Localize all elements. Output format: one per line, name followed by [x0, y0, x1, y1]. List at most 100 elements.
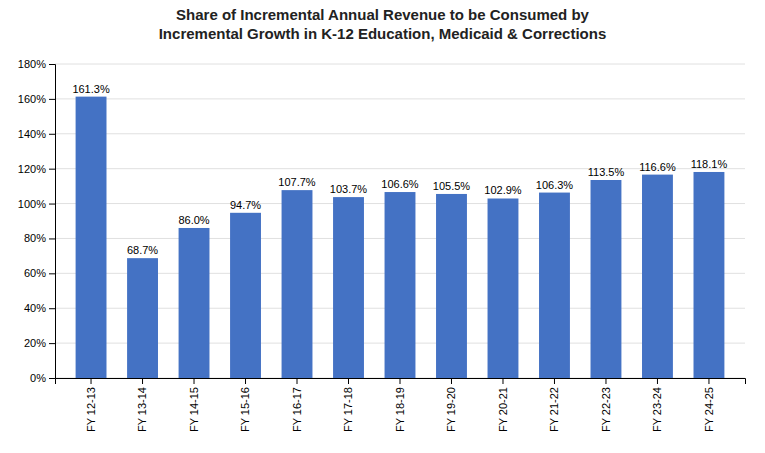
x-tick-mark [245, 378, 246, 384]
x-tick-mark [451, 378, 452, 384]
x-tick-mark [348, 378, 349, 384]
y-axis: 0% 20% 40% 60% 80% 100% 120% 140% 160% 180% [18, 58, 56, 384]
x-tick: FY 16-17 [291, 378, 303, 432]
data-label: 116.6% [639, 161, 676, 173]
bar [333, 197, 364, 378]
bar [127, 258, 158, 378]
bar [488, 198, 519, 378]
y-tick: 0% [30, 372, 55, 384]
data-label: 94.7% [230, 199, 261, 211]
y-tick: 80% [24, 232, 55, 244]
y-tick: 140% [18, 128, 55, 140]
title: Share of Incremental Annual Revenue to b… [159, 6, 607, 42]
x-axis: FY 12-13FY 13-14FY 14-15FY 15-16FY 16-17… [56, 378, 746, 432]
x-tick-mark [91, 378, 92, 384]
y-tick-mark [49, 64, 55, 65]
plot: FY 12-13FY 13-14FY 14-15FY 15-16FY 16-17… [18, 58, 746, 432]
y-tick-label: 80% [24, 232, 46, 244]
bar [385, 192, 416, 378]
x-tick-mark [605, 378, 606, 384]
x-tick: FY 15-16 [239, 378, 251, 432]
x-tick-label: FY 20-21 [497, 387, 509, 432]
x-tick: FY 19-20 [445, 378, 457, 432]
y-tick-label: 40% [24, 302, 46, 314]
y-tick-label: 60% [24, 267, 46, 279]
y-axis-line [49, 65, 56, 379]
data-label: 113.5% [588, 166, 625, 178]
x-tick-mark [708, 378, 709, 384]
bar [539, 193, 570, 378]
x-tick: FY 14-15 [188, 378, 200, 432]
y-tick: 20% [24, 337, 55, 349]
y-tick-label: 180% [18, 58, 46, 70]
y-tick: 160% [18, 93, 55, 105]
y-tick-label: 140% [18, 128, 46, 140]
x-tick-label: FY 16-17 [291, 387, 303, 432]
y-tick-mark [49, 343, 55, 344]
bar [76, 97, 107, 378]
x-tick: FY 17-18 [342, 378, 354, 432]
x-tick: FY 18-19 [394, 378, 406, 432]
x-tick-mark [400, 378, 401, 384]
y-tick: 100% [18, 198, 55, 210]
data-label: 86.0% [178, 214, 209, 226]
x-tick-label: FY 18-19 [394, 387, 406, 432]
data-label: 107.7% [278, 176, 316, 188]
data-label: 106.6% [381, 178, 419, 190]
data-label: 103.7% [330, 183, 368, 195]
y-tick-mark [49, 238, 55, 239]
x-tick: FY 22-23 [600, 378, 612, 432]
x-tick-label: FY 14-15 [188, 387, 200, 432]
bar [179, 228, 210, 378]
y-tick-mark [49, 134, 55, 135]
data-label: 68.7% [127, 244, 158, 256]
y-tick-mark [49, 99, 55, 100]
x-tick-label: FY 13-14 [136, 387, 148, 432]
title-line: Incremental Growth in K-12 Education, Me… [159, 25, 607, 42]
x-tick: FY 13-14 [136, 378, 148, 432]
bar [230, 213, 261, 378]
x-tick-mark [657, 378, 658, 384]
data-label: 106.3% [536, 179, 574, 191]
chart: Share of Incremental Annual Revenue to b… [0, 0, 765, 453]
data-labels: 161.3% 68.7% 86.0% 94.7% 107.7% 103.7% 106.6% 1… [72, 83, 727, 257]
y-tick-label: 100% [18, 198, 46, 210]
x-tick-label: FY 23-24 [651, 387, 663, 432]
y-tick-mark [49, 169, 55, 170]
y-tick: 180% [18, 58, 55, 70]
x-tick-mark [554, 378, 555, 384]
x-tick-label: FY 17-18 [342, 387, 354, 432]
x-tick: FY 24-25 [703, 378, 715, 432]
y-tick-mark [49, 308, 55, 309]
x-tick-mark [297, 378, 298, 384]
bar [591, 180, 622, 378]
y-tick-label: 120% [18, 163, 46, 175]
x-tick-label: FY 24-25 [703, 387, 715, 432]
y-tick-label: 20% [24, 337, 46, 349]
grid [55, 64, 745, 378]
bar [436, 194, 467, 378]
x-tick: FY 23-24 [651, 378, 663, 432]
y-tick-label: 0% [30, 372, 46, 384]
grid-line [55, 98, 745, 99]
data-label: 105.5% [433, 180, 471, 192]
x-tick-label: FY 22-23 [600, 387, 612, 432]
y-tick-mark [49, 204, 55, 205]
title-line: Share of Incremental Annual Revenue to b… [176, 6, 590, 23]
y-tick: 120% [18, 163, 55, 175]
y-tick-mark [49, 273, 55, 274]
x-axis-line [56, 379, 746, 385]
grid-line [55, 64, 745, 65]
x-tick-mark [194, 378, 195, 384]
grid-line [55, 133, 745, 134]
y-tick: 40% [24, 302, 55, 314]
bars [76, 97, 725, 378]
x-tick-mark [142, 378, 143, 384]
x-tick-label: FY 19-20 [445, 387, 457, 432]
x-tick: FY 21-22 [548, 378, 560, 432]
x-tick-label: FY 15-16 [239, 387, 251, 432]
bar [282, 190, 313, 378]
data-label: 161.3% [72, 83, 110, 95]
bar [642, 175, 673, 378]
x-tick: FY 20-21 [497, 378, 509, 432]
